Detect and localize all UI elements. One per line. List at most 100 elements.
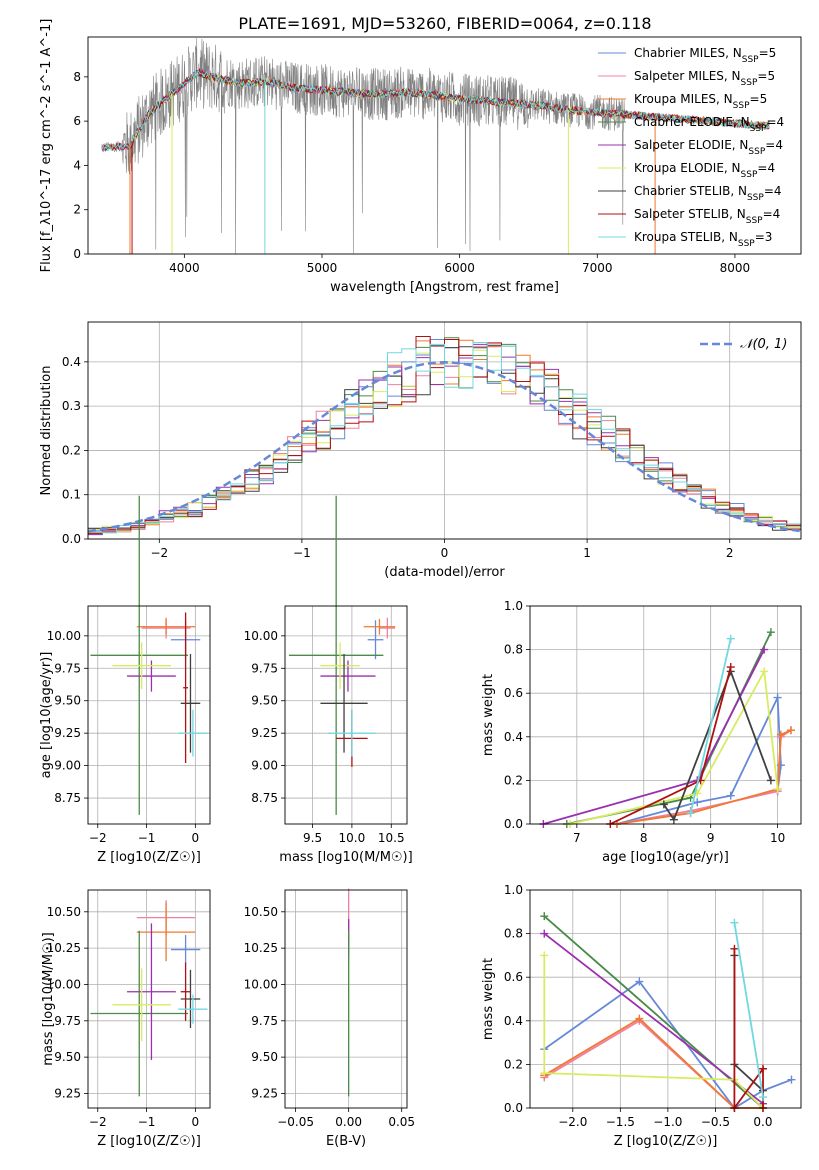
legend-label-salpeter-miles: Salpeter MILES, NSSP=5 (634, 69, 775, 88)
series-marker (760, 645, 769, 654)
x-tick-label: −1.5 (606, 1115, 635, 1129)
y-tick-label: 10.50 (47, 905, 81, 919)
series-marker (635, 977, 644, 986)
series-chabrier-stelib (659, 667, 775, 824)
plot-area (90, 900, 208, 1097)
axes-residual-histogram: −2 −1 0 1 2 0.0 0.1 0.2 0.3 0.4 (data-model)/error… (39, 321, 802, 580)
y-tick-label: 0 (73, 247, 81, 261)
axes-age-vs-mass: 9.5 10.0 10.5 8.75 9.00 9.25 9.50 9.75 10.00 mass… (244, 495, 413, 865)
y-tick-label: 2 (73, 203, 81, 217)
legend-label-chabrier-elodie: Chabrier ELODIE, NSSP=4 (634, 115, 784, 134)
y-tick-label: 9.75 (251, 1014, 278, 1028)
x-tick-label: −1.0 (653, 1115, 682, 1129)
y-tick-label: 0.6 (504, 970, 523, 984)
histogram-kroupa-stelib (88, 342, 801, 534)
y-tick-label: 10.50 (244, 905, 278, 919)
axes-age-vs-Z: −2 −1 0 8.75 9.00 9.25 9.50 9.75 10.00 Z [log10(Z… (39, 495, 211, 865)
series-line (733, 948, 764, 1111)
axes-mass-vs-EBV: −0.05 0.00 0.05 9.25 9.50 9.75 10.00 10.25 10.50… (244, 888, 415, 1149)
x-tick-label: −2 (150, 546, 168, 560)
errorbar-point-kroupa-elodie (112, 968, 171, 1042)
legend-gauss-label: 𝒩(0, 1) (740, 337, 787, 352)
series-line (569, 668, 779, 825)
plot-area (101, 38, 770, 254)
series-marker (540, 929, 549, 938)
plot-area (288, 495, 396, 815)
series-marker (773, 693, 782, 702)
x-tick-label: −0.05 (277, 1115, 314, 1129)
series-marker (730, 944, 739, 953)
y-tick-label: 0.2 (504, 1057, 523, 1071)
legend: Chabrier MILES, NSSP=5 Salpeter MILES, NS… (598, 46, 784, 249)
series-marker (686, 809, 695, 818)
axes-frame (87, 321, 802, 540)
series-marker (766, 628, 775, 637)
series-marker (760, 667, 769, 676)
series-marker (726, 791, 735, 800)
errorbar-point-salpeter-stelib (180, 962, 191, 1021)
y-tick-label: 9.25 (251, 1086, 278, 1100)
y-tick-label: 0.6 (504, 686, 523, 700)
errorbar-point-salpeter-stelib (183, 612, 189, 764)
series-marker (730, 918, 739, 927)
errorbar-point-kroupa-stelib (178, 994, 208, 1024)
y-tick-label: 0.3 (62, 399, 81, 413)
series-kroupa-stelib (686, 634, 735, 818)
y-tick-label: 1.0 (504, 599, 523, 613)
y-tick-label: 9.50 (54, 1050, 81, 1064)
x-tick-label: −1 (138, 1115, 156, 1129)
x-tick-label: 8000 (720, 261, 751, 275)
legend-label-chabrier-miles: Chabrier MILES, NSSP=5 (634, 46, 776, 65)
series-line (616, 729, 792, 825)
errorbar-point-chabrier-stelib (180, 654, 201, 753)
legend-label-kroupa-miles: Kroupa MILES, NSSP=5 (634, 92, 767, 111)
errorbar-point-chabrier-stelib (180, 969, 201, 1029)
y-tick-label: 4 (73, 158, 81, 172)
x-tick-label: 7 (573, 831, 581, 845)
errorbar-point-kroupa-elodie (112, 642, 171, 690)
x-tick-label: 7000 (582, 261, 613, 275)
series-marker (635, 1014, 644, 1023)
axes-frame (529, 889, 802, 1109)
y-axis-label: Normed distribution (39, 366, 54, 496)
series-line (733, 922, 764, 1098)
x-tick-label: 9 (707, 831, 715, 845)
y-tick-label: 10.00 (47, 977, 81, 991)
series-kroupa-stelib (730, 918, 767, 1102)
x-axis-label: mass [log10(M/M☉)] (279, 850, 412, 865)
y-tick-label: 0.8 (504, 927, 523, 941)
series-salpeter-elodie (540, 929, 767, 1108)
x-axis-label: Z [log10(Z/Z☉)] (97, 850, 201, 865)
x-tick-label: 5000 (307, 261, 338, 275)
axes-frame (284, 889, 408, 1109)
errorbar-point-chabrier-elodie (90, 930, 189, 1097)
x-axis-label: Z [log10(Z/Z☉)] (97, 1134, 201, 1149)
y-tick-label: 0.1 (62, 488, 81, 502)
y-tick-label: 0.0 (62, 532, 81, 546)
x-tick-label: 9.5 (303, 831, 322, 845)
series-marker (726, 634, 735, 643)
y-tick-label: 0.2 (62, 443, 81, 457)
series-kroupa-elodie (566, 667, 782, 828)
y-tick-label: 10.00 (244, 977, 278, 991)
series-marker (786, 726, 795, 735)
y-tick-label: 9.50 (251, 694, 278, 708)
x-tick-label: −1 (138, 831, 156, 845)
series-marker (773, 785, 782, 794)
series-chabrier-stelib (730, 951, 767, 1095)
y-tick-label: 0.8 (504, 643, 523, 657)
x-tick-label: −0.5 (701, 1115, 730, 1129)
x-tick-label: −2.0 (558, 1115, 587, 1129)
series-marker (766, 776, 775, 785)
series-marker (758, 1064, 767, 1073)
x-tick-label: −2 (89, 831, 107, 845)
y-axis-label: age [log10(age/yr)] (39, 652, 54, 779)
x-tick-label: 0 (192, 831, 200, 845)
x-tick-label: 2 (726, 546, 734, 560)
y-tick-label: 8 (73, 70, 81, 84)
y-tick-label: 9.75 (251, 661, 278, 675)
y-axis-label: mass weight (481, 674, 496, 756)
x-tick-label: 1 (583, 546, 591, 560)
axes-frame (87, 889, 211, 1109)
